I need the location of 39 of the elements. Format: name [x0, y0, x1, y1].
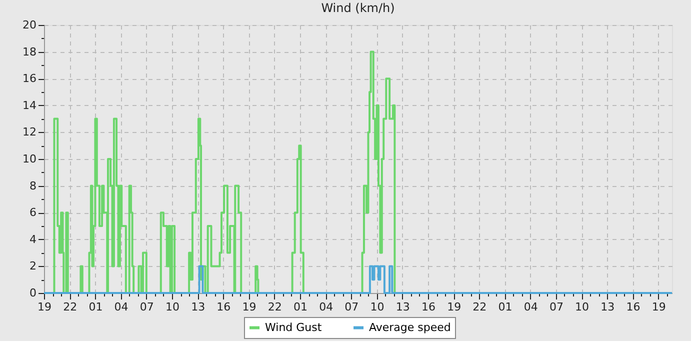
x-tick-label: 22	[472, 300, 487, 314]
x-tick-label: 10	[575, 300, 590, 314]
chart-title: Wind (km/h)	[321, 1, 395, 15]
x-tick-label: 19	[652, 300, 666, 314]
x-tick-label: 04	[319, 300, 334, 314]
y-tick-label: 16	[22, 72, 36, 86]
y-tick-label: 0	[30, 286, 36, 300]
y-tick-label: 18	[22, 45, 36, 58]
y-tick-label: 4	[30, 232, 36, 246]
x-tick-label: 04	[114, 300, 128, 314]
y-tick-label: 14	[22, 98, 36, 112]
x-tick-label: 22	[268, 300, 282, 314]
y-tick-label: 2	[30, 260, 36, 273]
x-tick-label: 13	[191, 300, 206, 314]
x-tick-label: 16	[421, 300, 436, 314]
legend-label: Wind Gust	[265, 320, 322, 334]
x-tick-label: 01	[498, 300, 512, 314]
x-tick-label: 07	[549, 300, 564, 314]
y-tick-label: 20	[22, 18, 36, 32]
y-tick-label: 8	[30, 179, 36, 192]
x-tick-label: 04	[524, 300, 538, 314]
legend-label: Average speed	[369, 320, 451, 334]
x-tick-label: 01	[293, 300, 308, 314]
y-tick-label: 6	[30, 206, 36, 220]
x-tick-label: 22	[63, 300, 78, 314]
x-tick-label: 19	[38, 300, 52, 314]
x-tick-label: 16	[626, 300, 640, 314]
y-tick-label: 10	[22, 152, 36, 166]
x-tick-label: 19	[242, 300, 256, 314]
x-tick-label: 16	[216, 300, 231, 314]
x-tick-label: 10	[165, 300, 180, 314]
x-tick-label: 19	[447, 300, 462, 314]
x-tick-label: 07	[140, 300, 154, 314]
x-tick-label: 07	[344, 300, 359, 314]
x-tick-label: 10	[370, 300, 384, 314]
x-tick-label: 01	[88, 300, 103, 314]
x-tick-label: 13	[600, 300, 615, 314]
y-tick-label: 12	[22, 126, 36, 139]
x-tick-label: 13	[396, 300, 410, 314]
